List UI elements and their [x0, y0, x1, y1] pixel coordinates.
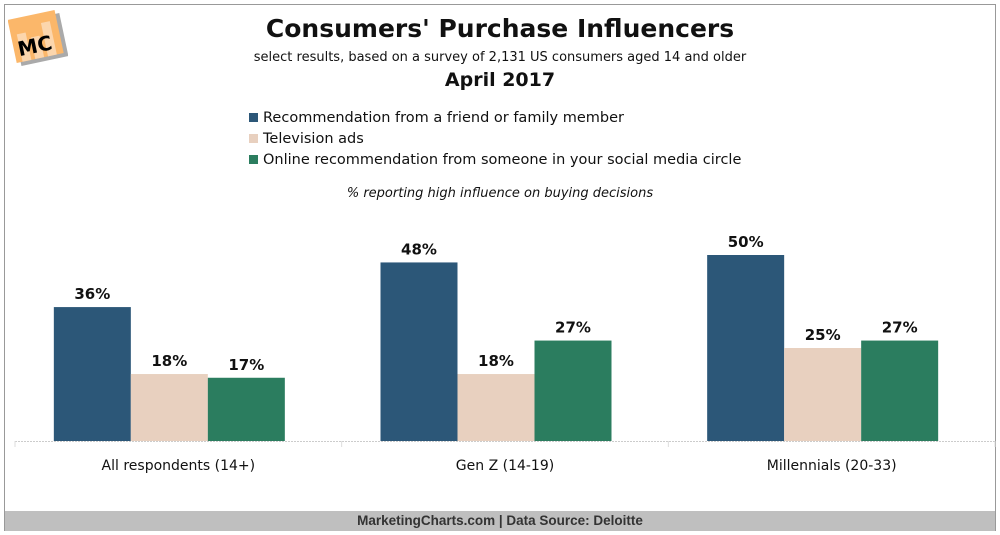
marketingcharts-logo: MC: [7, 8, 69, 74]
data-label: 48%: [401, 240, 437, 258]
data-label: 25%: [805, 326, 841, 344]
x-tick-label: Gen Z (14-19): [456, 458, 554, 474]
legend-swatch: [249, 134, 258, 143]
legend-label: Recommendation from a friend or family m…: [263, 109, 624, 126]
legend: Recommendation from a friend or family m…: [249, 107, 741, 170]
bar: [53, 307, 131, 441]
bar: [457, 374, 535, 441]
legend-label: Online recommendation from someone in yo…: [263, 151, 742, 168]
bar: [534, 340, 612, 441]
data-label: 27%: [555, 319, 591, 337]
chart-title: Consumers' Purchase Influencers: [265, 14, 735, 43]
legend-label: Television ads: [263, 130, 364, 147]
bar: [707, 255, 785, 441]
bar: [380, 262, 458, 441]
x-tick-label: All respondents (14+): [102, 458, 256, 474]
legend-item: Recommendation from a friend or family m…: [249, 107, 741, 128]
bar: [861, 340, 939, 441]
legend-item: Online recommendation from someone in yo…: [249, 149, 741, 170]
data-label: 50%: [728, 233, 764, 251]
footer-source: MarketingCharts.com | Data Source: Deloi…: [5, 511, 995, 531]
data-label: 36%: [74, 285, 110, 303]
chart-date: April 2017: [444, 69, 556, 91]
chart-subtitle: select results, based on a survey of 2,1…: [253, 50, 747, 65]
x-tick-label: Millennials (20-33): [767, 458, 897, 474]
chart-note: % reporting high influence on buying dec…: [346, 186, 654, 201]
bar: [207, 377, 285, 441]
bar: [130, 374, 208, 441]
data-label: 27%: [882, 319, 918, 337]
legend-swatch: [249, 155, 258, 164]
legend-swatch: [249, 113, 258, 122]
legend-item: Television ads: [249, 128, 741, 149]
data-label: 18%: [478, 352, 514, 370]
bar: [784, 348, 862, 441]
data-label: 17%: [228, 356, 264, 374]
data-label: 18%: [151, 352, 187, 370]
